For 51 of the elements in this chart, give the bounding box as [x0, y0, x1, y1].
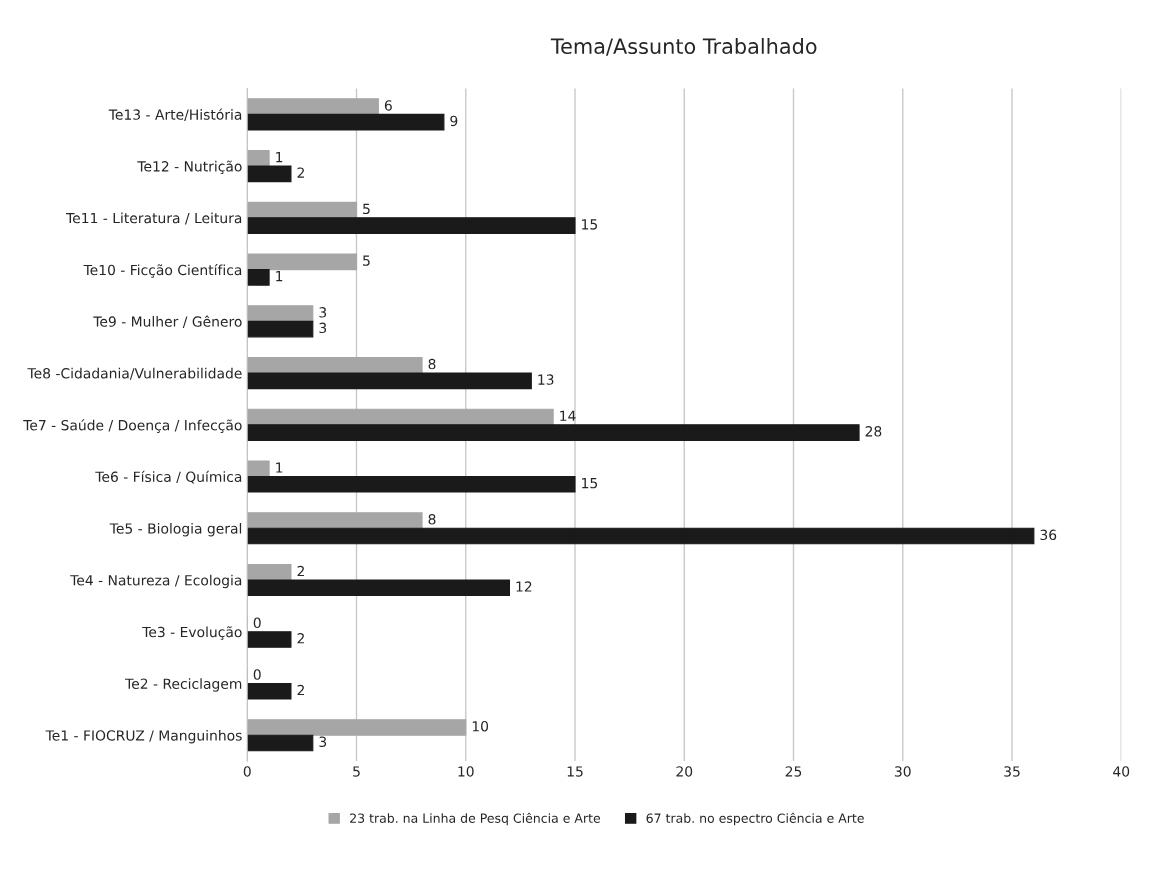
- x-tick-label: 25: [785, 766, 802, 777]
- data-label: 15: [582, 219, 598, 230]
- data-label: 8: [428, 514, 436, 525]
- y-tick-label: Te9 - Mulher / Gênero: [93, 315, 242, 328]
- y-tick-label: Te5 - Biologia geral: [109, 523, 242, 537]
- data-label: 10: [472, 720, 489, 732]
- data-label: 2: [297, 565, 304, 577]
- data-label: 3: [319, 736, 327, 748]
- data-label: 1: [276, 271, 283, 282]
- y-tick-label: Te11 - Literatura / Leitura: [66, 212, 242, 225]
- data-label: 15: [582, 478, 598, 489]
- y-tick-label: Te4 - Natureza / Ecologia: [70, 574, 242, 589]
- data-label: 1: [276, 152, 283, 163]
- data-label: 8: [428, 358, 436, 370]
- data-label: 9: [450, 115, 458, 127]
- x-tick-label: 5: [353, 766, 360, 777]
- y-tick-label: Te7 - Saúde / Doença / Infecção: [23, 419, 242, 433]
- y-tick-label: Te13 - Arte/História: [108, 108, 242, 121]
- data-label: 28: [865, 426, 882, 437]
- y-tick-label: Te6 - Física / Química: [95, 470, 242, 484]
- data-label: 5: [363, 255, 370, 266]
- chart-title: Tema/Assunto Trabalhado: [550, 37, 817, 56]
- data-label: 12: [516, 581, 532, 592]
- data-label: 3: [319, 307, 327, 318]
- y-tick-label: Te10 - Ficção Científica: [83, 263, 242, 278]
- x-tick-label: 40: [1113, 766, 1130, 777]
- data-label: 14: [560, 410, 576, 421]
- data-label: 0: [253, 669, 261, 680]
- data-label: 1: [276, 462, 283, 473]
- legend-label: 23 trab. na Linha de Pesq Ciência e Arte: [350, 812, 601, 826]
- data-label: 0: [253, 617, 261, 629]
- legend-label: 67 trab. no espectro Ciência e Arte: [646, 812, 864, 826]
- data-label: 2: [297, 684, 304, 696]
- x-tick-label: 20: [676, 766, 693, 777]
- x-tick-label: 35: [1004, 766, 1020, 777]
- data-label: 3: [319, 322, 327, 334]
- y-tick-label: Te8 -Cidadania/Vulnerabilidade: [27, 367, 242, 380]
- x-tick-label: 10: [458, 766, 474, 777]
- x-tick-label: 30: [894, 766, 911, 777]
- data-label: 13: [538, 374, 554, 385]
- data-label: 2: [297, 167, 304, 178]
- x-tick-label: 15: [567, 766, 583, 777]
- y-tick-label: Te3 - Evolução: [142, 626, 242, 640]
- data-label: 5: [363, 203, 370, 215]
- x-tick-label: 0: [243, 766, 251, 777]
- y-tick-label: Te1 - FIOCRUZ / Manguinhos: [45, 729, 242, 744]
- data-label: 2: [297, 633, 304, 644]
- y-tick-label: Te12 - Nutrição: [137, 160, 242, 175]
- data-label: 36: [1040, 529, 1057, 541]
- y-tick-label: Te2 - Reciclagem: [125, 678, 242, 692]
- data-label: 6: [384, 100, 392, 111]
